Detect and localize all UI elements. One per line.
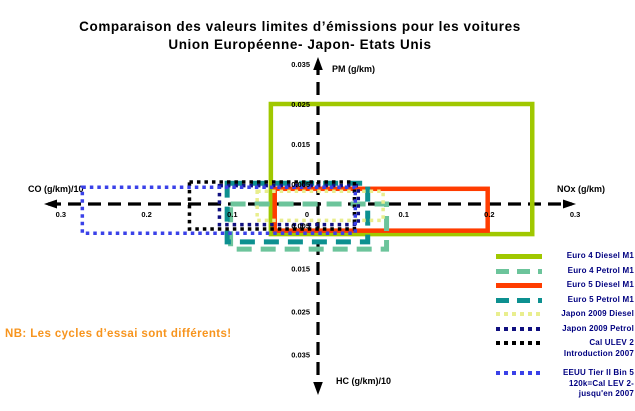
arrow-down-icon — [313, 382, 323, 395]
note-text: NB: Les cycles d’essai sont différents! — [5, 328, 232, 340]
tick-label: 0.2 — [484, 210, 494, 219]
tick-label: 0.1 — [227, 210, 237, 219]
tick-label: 0 — [305, 210, 309, 219]
series-rect — [255, 189, 385, 223]
legend-item: EEUU Tier II Bin 5 120k=Cal LEV 2- jusqu'e… — [496, 368, 634, 400]
series-rect — [268, 101, 535, 237]
series-rect — [217, 183, 361, 227]
legend-label: Japon 2009 Petrol — [562, 323, 634, 333]
legend-label: Euro 5 Diesel M1 — [566, 280, 634, 289]
series-rect — [224, 180, 371, 245]
tick-label: 0.015 — [291, 265, 310, 274]
chart-title-line1: Comparaison des valeurs limites d’émissi… — [79, 19, 521, 34]
legend-item: Japon 2009 Diesel — [496, 309, 634, 320]
tick-label: 0.025 — [291, 308, 310, 317]
legend-swatch-icon — [496, 371, 542, 375]
series-rect — [80, 185, 358, 235]
legend-swatch-icon — [496, 341, 542, 345]
axis-label-co: CO (g/km)/10 — [28, 184, 84, 194]
arrow-up-icon — [313, 57, 323, 70]
legend-item: Euro 5 Petrol M1 — [496, 295, 634, 306]
tick-label: 0.025 — [291, 100, 310, 109]
series-rect — [228, 201, 390, 252]
chart-title-line2: Union Européenne- Japon- Etats Unis — [168, 37, 432, 52]
arrow-left-icon — [44, 199, 57, 209]
legend-label: Cal ULEV 2 Introduction 2007 — [563, 338, 634, 358]
tick-label: 0.3 — [570, 210, 580, 219]
legend-item: Euro 4 Petrol M1 — [496, 266, 634, 277]
legend-swatch-icon — [496, 326, 542, 331]
legend-item: Cal ULEV 2 Introduction 2007 — [496, 338, 634, 359]
tick-label: 0.035 — [291, 351, 310, 360]
tick-label: 0.035 — [291, 60, 310, 69]
legend: Euro 4 Diesel M1 Euro 4 Petrol M1 Euro 5 D… — [496, 251, 634, 404]
tick-label: 0.3 — [56, 210, 66, 219]
legend-swatch-icon — [496, 283, 542, 288]
legend-item: Euro 4 Diesel M1 — [496, 251, 634, 262]
axis-label-pm: PM (g/km) — [332, 64, 375, 74]
axis-label-nox: NOx (g/km) — [557, 184, 605, 194]
tick-label: 0.1 — [398, 210, 408, 219]
legend-label: Euro 4 Petrol M1 — [567, 265, 634, 275]
tick-label: 0.015 — [291, 140, 310, 149]
tick-label: 0.005 — [291, 180, 310, 189]
legend-label: Japon 2009 Diesel — [561, 309, 634, 318]
legend-label: Euro 4 Diesel M1 — [566, 251, 634, 260]
tick-label: 0.005 — [291, 222, 310, 231]
arrow-right-icon — [563, 199, 576, 209]
legend-swatch-icon — [496, 297, 542, 303]
legend-swatch-icon — [496, 254, 542, 259]
axis-label-hc: HC (g/km)/10 — [336, 376, 391, 386]
legend-swatch-icon — [496, 312, 542, 316]
legend-item: Euro 5 Diesel M1 — [496, 280, 634, 291]
legend-swatch-icon — [496, 268, 542, 274]
legend-item: Japon 2009 Petrol — [496, 324, 634, 335]
tick-label: 0.2 — [141, 210, 151, 219]
series-rect — [272, 186, 490, 233]
series-rect — [187, 180, 357, 231]
legend-label: EEUU Tier II Bin 5 120k=Cal LEV 2- jusqu'e… — [562, 368, 634, 398]
legend-label: Euro 5 Petrol M1 — [567, 294, 634, 304]
chart-title: Comparaison des valeurs limites d’émissi… — [0, 18, 600, 54]
